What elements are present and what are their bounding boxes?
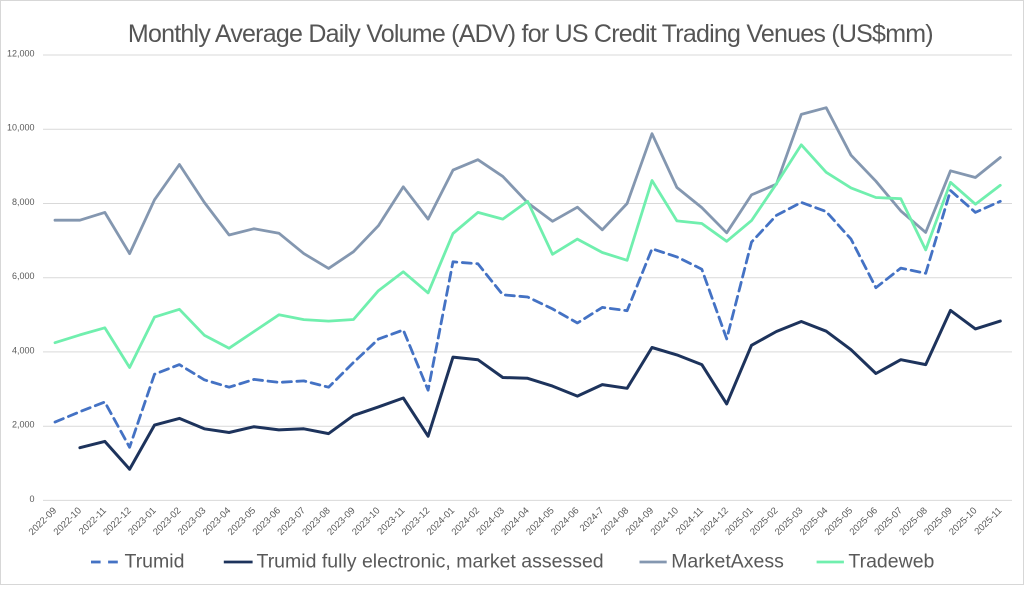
svg-text:2,000: 2,000 [12,420,35,430]
svg-text:10,000: 10,000 [7,123,35,133]
svg-text:8,000: 8,000 [12,197,35,207]
svg-text:6,000: 6,000 [12,271,35,281]
svg-text:4,000: 4,000 [12,345,35,355]
svg-text:12,000: 12,000 [7,49,35,59]
svg-text:Monthly Average Daily Volume (: Monthly Average Daily Volume (ADV) for U… [128,20,933,48]
svg-text:0: 0 [29,494,34,504]
svg-text:Trumid fully electronic, marke: Trumid fully electronic, market assessed [257,551,604,573]
svg-text:Tradeweb: Tradeweb [848,551,934,573]
svg-text:MarketAxess: MarketAxess [671,551,784,573]
svg-text:Trumid: Trumid [125,551,185,573]
